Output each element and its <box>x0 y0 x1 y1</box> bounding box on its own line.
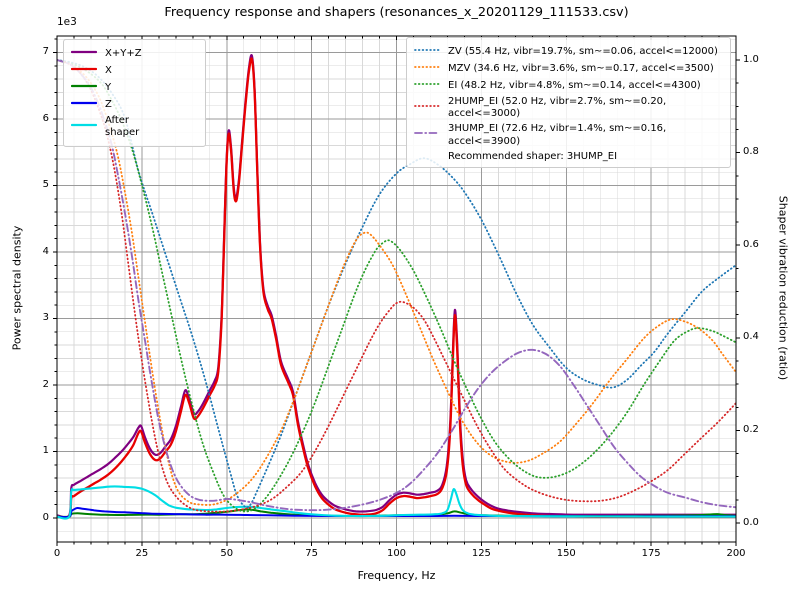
x-tick-label: 75 <box>305 548 318 559</box>
legend-swatch-x-y-z <box>70 47 98 62</box>
legend-swatch-3hump-ei <box>414 128 440 143</box>
psd-legend: X+Y+Z X Y Z After shaper <box>63 39 206 147</box>
y-left-tick-label: 6 <box>42 112 49 124</box>
y-left-tick-label: 4 <box>42 245 49 257</box>
y-left-tick-label: 7 <box>42 46 49 57</box>
legend-swatch-line <box>414 104 440 107</box>
legend-swatch-x <box>70 64 98 79</box>
legend-label: MZV (34.6 Hz, vibr=3.6%, sm~=0.17, accel… <box>448 62 714 74</box>
legend-item: ZV (55.4 Hz, vibr=19.7%, sm~=0.06, accel… <box>414 45 722 60</box>
legend-label: Y <box>105 81 112 93</box>
y-axis-offset-label: 1e3 <box>57 16 77 28</box>
legend-label: ZV (55.4 Hz, vibr=19.7%, sm~=0.06, accel… <box>448 45 718 57</box>
y-right-tick-label: 0.8 <box>743 146 759 158</box>
y-left-tick-label: 1 <box>42 445 49 456</box>
x-tick-label: 50 <box>220 548 234 559</box>
legend-swatch-y <box>70 81 98 96</box>
x-tick-label: 150 <box>556 548 576 559</box>
shaper-legend: ZV (55.4 Hz, vibr=19.7%, sm~=0.06, accel… <box>406 37 731 168</box>
y-right-tick-label: 0.4 <box>743 331 759 343</box>
legend-swatch-line <box>70 84 98 87</box>
legend-item: X <box>70 64 197 79</box>
legend-swatch-line <box>414 82 440 85</box>
legend-swatch-2hump-ei <box>414 101 440 116</box>
legend-label: 3HUMP_EI (72.6 Hz, vibr=1.4%, sm~=0.16, … <box>448 123 667 147</box>
y-left-tick-label: 3 <box>42 312 49 323</box>
legend-swatch-after-shaper <box>70 120 98 135</box>
legend-swatch-line <box>70 67 98 70</box>
legend-item: MZV (34.6 Hz, vibr=3.6%, sm~=0.17, accel… <box>414 62 722 77</box>
curve-zv <box>57 59 736 509</box>
legend-swatch-line <box>70 101 98 104</box>
x-tick-label: 100 <box>386 548 407 559</box>
legend-label: After shaper <box>105 114 140 139</box>
legend-item: After shaper <box>70 114 197 140</box>
legend-item: Y <box>70 81 197 96</box>
legend-label: X+Y+Z <box>105 47 142 59</box>
y-left-tick-label: 5 <box>42 179 49 190</box>
legend-swatch-z <box>70 98 98 113</box>
legend-swatch-zv <box>414 45 440 60</box>
x-tick-label: 200 <box>726 548 746 559</box>
legend-swatch-ei <box>414 79 440 94</box>
recommended-shaper-text: Recommended shaper: 3HUMP_EI <box>448 150 618 162</box>
x-axis-label: Frequency, Hz <box>357 569 436 582</box>
legend-item: Z <box>70 98 197 113</box>
curve-after-shaper <box>57 485 736 520</box>
legend-item: 3HUMP_EI (72.6 Hz, vibr=1.4%, sm~=0.16, … <box>414 123 722 148</box>
curve-2hump-ei <box>57 59 736 513</box>
legend-swatch-mzv <box>414 62 440 77</box>
x-tick-label: 125 <box>471 548 491 559</box>
curve-x <box>57 57 736 520</box>
legend-label: 2HUMP_EI (52.0 Hz, vibr=2.7%, sm~=0.20, … <box>448 95 667 120</box>
y-right-tick-label: 0.2 <box>743 423 759 435</box>
y-right-tick-label: 1.0 <box>743 53 759 65</box>
legend-label: X <box>105 64 112 76</box>
chart-title: Frequency response and shapers (resonanc… <box>164 5 629 20</box>
curve-z <box>57 506 736 519</box>
y-left-tick-label: 0 <box>42 511 49 523</box>
legend-item: X+Y+Z <box>70 47 197 62</box>
legend-item: EI (48.2 Hz, vibr=4.8%, sm~=0.14, accel<… <box>414 79 722 94</box>
curve-ei <box>57 59 736 513</box>
curve-3hump-ei <box>57 59 736 512</box>
curve-mzv <box>57 59 736 506</box>
y-left-axis-label: Power spectral density <box>10 225 24 351</box>
y-right-tick-label: 0.0 <box>743 516 759 528</box>
legend-label: Z <box>105 98 112 110</box>
y-right-tick-label: 0.6 <box>743 238 759 250</box>
legend-swatch-line <box>414 132 440 135</box>
legend-swatch-line <box>70 123 98 126</box>
x-tick-label: 175 <box>641 548 661 559</box>
legend-item: 2HUMP_EI (52.0 Hz, vibr=2.7%, sm~=0.20, … <box>414 96 722 121</box>
x-tick-label: 0 <box>53 548 61 559</box>
y-right-axis-label: Shaper vibration reduction (ratio) <box>776 195 790 381</box>
y-left-tick-label: 2 <box>42 378 49 390</box>
legend-swatch-line <box>70 50 98 53</box>
legend-label: EI (48.2 Hz, vibr=4.8%, sm~=0.14, accel<… <box>448 79 701 91</box>
x-tick-label: 25 <box>135 548 149 559</box>
legend-swatch-line <box>414 48 440 51</box>
legend-swatch-line <box>414 65 440 68</box>
